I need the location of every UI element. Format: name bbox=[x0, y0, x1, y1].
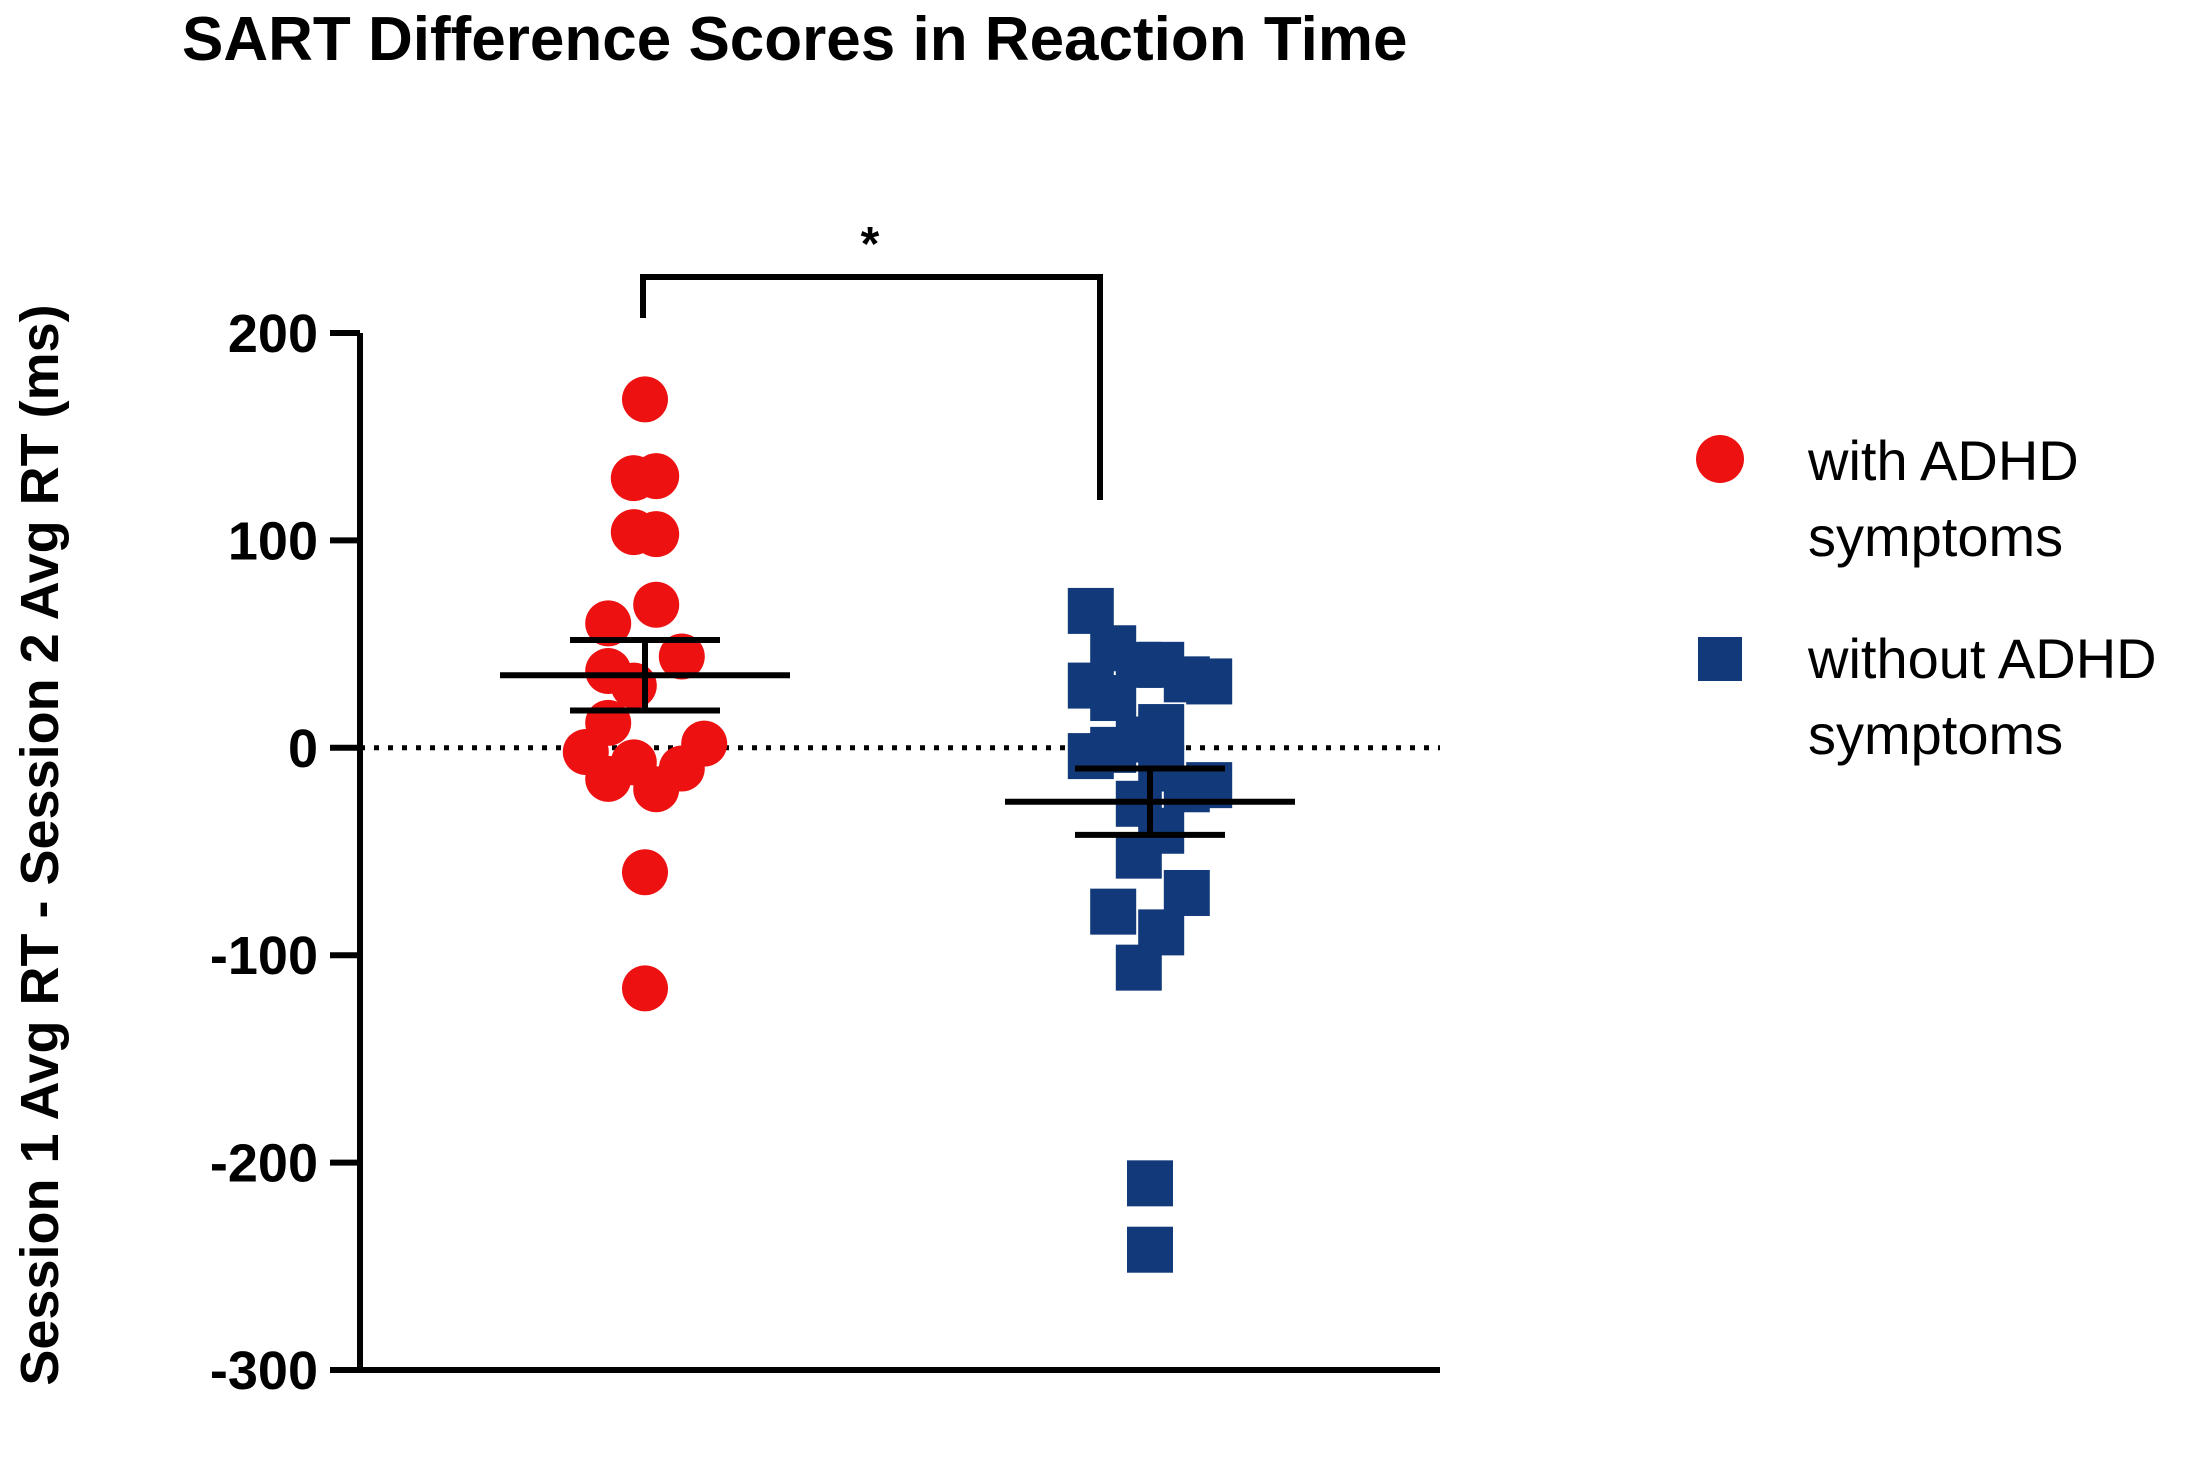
data-point-with-adhd bbox=[633, 581, 680, 628]
data-point-with-adhd bbox=[633, 511, 680, 558]
legend-marker-without-adhd bbox=[1698, 637, 1742, 681]
data-point-without-adhd bbox=[1186, 658, 1233, 705]
data-point-without-adhd bbox=[1163, 869, 1210, 916]
data-point-with-adhd bbox=[622, 376, 668, 423]
significance-marker: * bbox=[861, 218, 880, 271]
data-point-with-adhd bbox=[622, 965, 668, 1012]
data-point-with-adhd bbox=[658, 745, 705, 792]
legend-label-without-adhd-line1: without ADHD bbox=[1807, 627, 2157, 690]
data-point-without-adhd bbox=[1127, 1160, 1173, 1207]
y-tick-label: 0 bbox=[288, 719, 318, 779]
data-point-without-adhd bbox=[1115, 832, 1162, 879]
y-tick-label: -300 bbox=[210, 1341, 318, 1401]
data-point-without-adhd bbox=[1127, 1226, 1173, 1273]
y-tick-label: -100 bbox=[210, 926, 318, 986]
legend: with ADHD symptoms without ADHD symptoms bbox=[1696, 429, 2157, 766]
data-point-without-adhd bbox=[1115, 944, 1162, 991]
data-point-with-adhd bbox=[633, 453, 680, 500]
data-point-without-adhd bbox=[1067, 733, 1114, 780]
y-tick-label: -200 bbox=[210, 1134, 318, 1194]
y-axis-label: Session 1 Avg RT - Session 2 Avg RT (ms) bbox=[10, 304, 70, 1385]
data-point-with-adhd bbox=[622, 849, 668, 896]
significance-bracket bbox=[640, 274, 1103, 500]
legend-label-without-adhd-line2: symptoms bbox=[1808, 703, 2063, 766]
y-tick-label: 200 bbox=[228, 304, 318, 364]
legend-label-with-adhd-line1: with ADHD bbox=[1807, 429, 2079, 492]
plot-area: 200 100 0 -100 -200 -300 bbox=[210, 274, 1440, 1401]
legend-label-with-adhd-line2: symptoms bbox=[1808, 505, 2063, 568]
legend-marker-with-adhd bbox=[1696, 435, 1744, 483]
data-point-with-adhd bbox=[585, 600, 632, 647]
y-tick-label: 100 bbox=[228, 511, 318, 571]
chart-title: SART Difference Scores in Reaction Time bbox=[182, 5, 1407, 74]
data-point-without-adhd bbox=[1090, 675, 1137, 722]
data-point-with-adhd bbox=[658, 633, 705, 680]
data-point-without-adhd bbox=[1090, 888, 1137, 935]
data-point-with-adhd bbox=[610, 662, 657, 709]
